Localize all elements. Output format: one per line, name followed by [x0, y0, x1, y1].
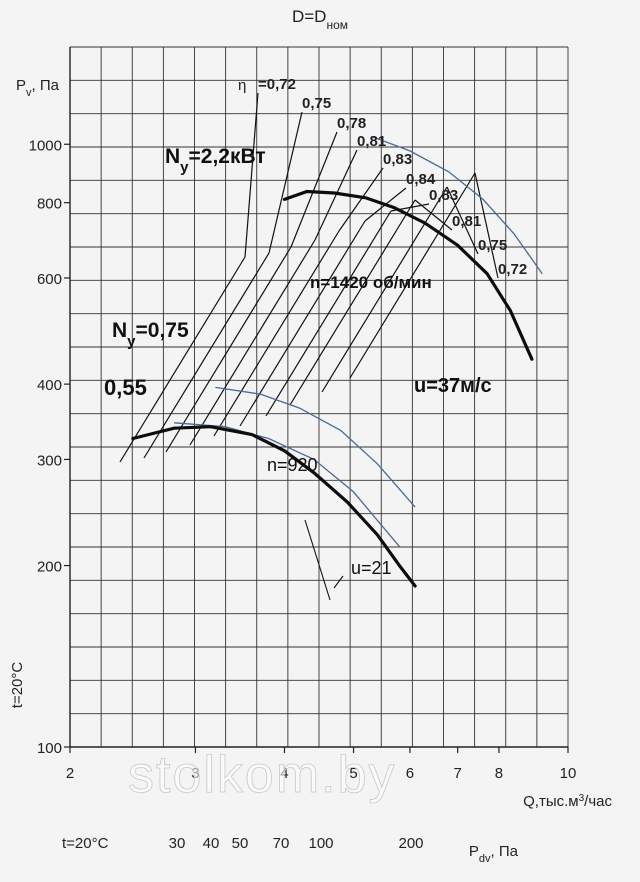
efficiency-symbol: η — [238, 77, 246, 94]
efficiency-label: 0,83 — [383, 151, 412, 168]
efficiency-leader — [474, 172, 499, 279]
efficiency-line — [213, 230, 340, 437]
efficiency-line — [289, 199, 416, 406]
secondary-tick-label: 200 — [398, 835, 423, 852]
efficiency-label: 0,78 — [337, 115, 366, 132]
efficiency-line — [265, 210, 392, 417]
secondary-tick-label: 50 — [232, 835, 249, 852]
efficiency-leader — [290, 131, 338, 248]
efficiency-line — [189, 239, 316, 446]
annotation-n920: n=920 — [267, 455, 318, 475]
x-tick-label: 5 — [349, 765, 357, 782]
efficiency-label: 0,81 — [452, 213, 481, 230]
efficiency-leader — [446, 186, 479, 255]
x-tick-label: 3 — [191, 765, 199, 782]
efficiency-label: 0,84 — [406, 171, 436, 188]
efficiency-leader — [244, 92, 259, 258]
efficiency-line — [321, 186, 448, 393]
efficiency-label: 0,72 — [498, 261, 527, 278]
efficiency-leader — [338, 167, 384, 232]
y-tick-label: 400 — [37, 377, 62, 394]
efficiency-label: 0,83 — [429, 187, 458, 204]
power-curve — [215, 386, 416, 508]
performance-curve — [282, 189, 534, 361]
secondary-axis-prefix: t=20°C — [62, 835, 109, 852]
watermark: stolkom.by — [128, 746, 397, 804]
annotation-leader — [304, 519, 331, 601]
labels: D=Dном Pv, Па t=20°C Q,тыс.м3/час t=20°C Pdv,… — [9, 7, 612, 865]
x-tick-label: 6 — [406, 765, 414, 782]
x-tick-label: 2 — [66, 765, 74, 782]
secondary-axis-label: Pdv, Па — [469, 843, 519, 865]
x-tick-label: 4 — [280, 765, 288, 782]
tick-labels: 100 200 300 400 600 800 1000 2 3 4 5 6 7 8 10 30 40 50 70 1… — [29, 137, 577, 852]
x-tick-label: 10 — [560, 765, 577, 782]
annotation-n1420: n=1420 об/мин — [310, 273, 432, 292]
grid — [69, 46, 569, 748]
efficiency-leader — [268, 111, 303, 254]
efficiency-line — [119, 256, 246, 463]
efficiency-leader — [314, 149, 358, 241]
efficiency-label: 0,81 — [357, 133, 386, 150]
y-tick-label: 1000 — [29, 137, 62, 154]
efficiency-line — [349, 172, 476, 379]
power-curve — [371, 135, 543, 275]
y-tick-label: 200 — [37, 559, 62, 576]
y-side-note: t=20°C — [9, 662, 26, 709]
y-tick-label: 100 — [37, 740, 62, 757]
power-label-0-55: 0,55 — [104, 375, 147, 400]
x-tick-label: 8 — [495, 765, 503, 782]
annotation-u37: u=37м/с — [414, 375, 492, 397]
y-tick-label: 600 — [37, 271, 62, 288]
secondary-tick-label: 30 — [169, 835, 186, 852]
efficiency-leader — [414, 199, 453, 231]
y-tick-label: 300 — [37, 452, 62, 469]
curves — [131, 135, 543, 588]
annotation-u21: u=21 — [351, 558, 392, 578]
performance-curve — [131, 425, 417, 588]
chart-title: D=Dном — [292, 7, 348, 32]
efficiency-label: =0,72 — [258, 76, 296, 93]
power-curve — [174, 422, 400, 548]
secondary-tick-label: 40 — [203, 835, 220, 852]
efficiency-label: 0,75 — [478, 237, 507, 254]
secondary-tick-label: 70 — [273, 835, 290, 852]
efficiency-line — [143, 252, 270, 459]
efficiency-line — [239, 220, 366, 427]
power-label-2-2kw: Ny=2,2кВт — [165, 145, 266, 176]
x-axis-label: Q,тыс.м3/час — [523, 793, 612, 811]
efficiency-line — [165, 246, 292, 453]
power-label-0-75: Ny=0,75 — [112, 319, 189, 350]
y-axis-label: Pv, Па — [16, 77, 60, 99]
annotation-leader — [333, 575, 344, 589]
efficiency-label: 0,75 — [302, 95, 331, 112]
x-tick-label: 7 — [453, 765, 461, 782]
y-tick-label: 800 — [37, 196, 62, 213]
secondary-tick-label: 100 — [308, 835, 333, 852]
